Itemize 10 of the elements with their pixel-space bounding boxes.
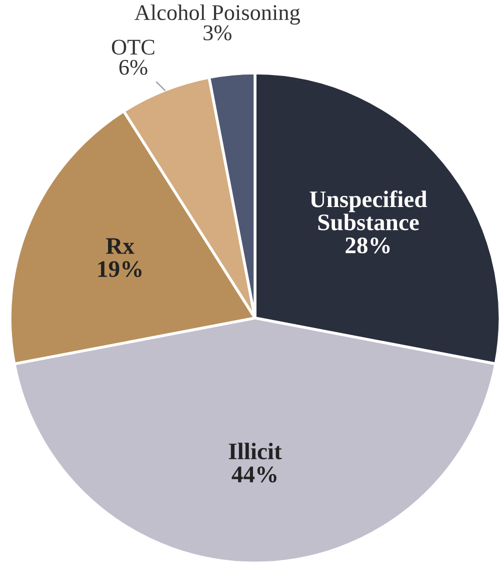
slice-label: OTC bbox=[112, 40, 154, 55]
data-label: 28% bbox=[346, 237, 390, 254]
slice-label: Illicit bbox=[228, 442, 282, 460]
slice-label: Unspecified Substance bbox=[310, 190, 428, 230]
data-label: 44% bbox=[232, 466, 276, 483]
data-label: 19% bbox=[98, 261, 142, 278]
slice-label: Alcohol Poisoning bbox=[134, 4, 300, 25]
data-label: 6% bbox=[119, 60, 148, 75]
slice-label: Rx bbox=[106, 238, 134, 254]
data-label: 3% bbox=[204, 25, 232, 40]
